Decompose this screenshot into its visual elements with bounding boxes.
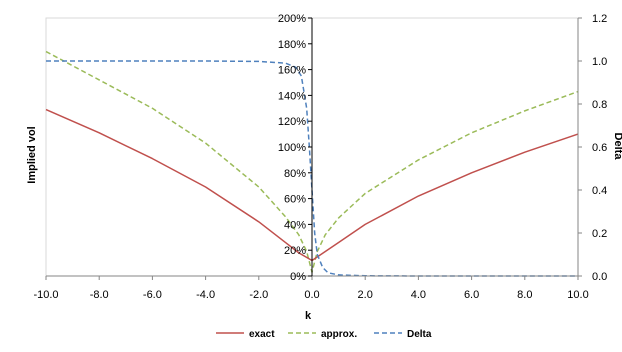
y-tick-label: 160%	[278, 65, 306, 77]
y-tick-label: 80%	[284, 168, 306, 180]
x-tick-label: 8.0	[517, 289, 532, 301]
x-tick-label: -6.0	[143, 289, 162, 301]
x-tick-label: 4.0	[411, 289, 426, 301]
x-tick-label: -4.0	[196, 289, 215, 301]
y2-tick-label: 0.6	[592, 142, 607, 154]
x-tick-label: 2.0	[358, 289, 373, 301]
y-tick-label: 140%	[278, 90, 306, 102]
x-tick-label: 10.0	[567, 289, 588, 301]
legend-label: exact	[249, 329, 275, 340]
y-tick-label: 180%	[278, 39, 306, 51]
x-tick-label: -10.0	[33, 289, 58, 301]
y2-axis-title: Delta	[612, 133, 622, 161]
y-tick-label: 100%	[278, 142, 306, 154]
y-tick-label: 0%	[290, 271, 306, 283]
y-tick-label: 120%	[278, 116, 306, 128]
legend-label: Delta	[407, 329, 432, 340]
y2-tick-label: 0.2	[592, 228, 607, 240]
y2-tick-label: 0.0	[592, 271, 607, 283]
y2-tick-label: 1.0	[592, 56, 607, 68]
y-tick-label: 200%	[278, 13, 306, 25]
legend: exact approx. Delta	[216, 329, 432, 340]
x-tick-label: 6.0	[464, 289, 479, 301]
ticks-layer: -10.0 -8.0 -6.0 -4.0 -2.0 0.0 2.0 4.0 6.0 8.0 10.0…	[33, 13, 607, 301]
series-line-delta	[46, 60, 578, 277]
x-axis-title: k	[305, 310, 312, 322]
y2-tick-label: 0.4	[592, 185, 607, 197]
y2-tick-label: 0.8	[592, 99, 607, 111]
y2-tick-label: 1.2	[592, 13, 607, 25]
y-axis-title: Implied vol	[26, 126, 38, 183]
x-tick-label: 0.0	[304, 289, 319, 301]
x-tick-label: -2.0	[249, 289, 268, 301]
legend-label: approx.	[321, 329, 357, 340]
y-tick-label: 20%	[284, 245, 306, 257]
y-tick-label: 40%	[284, 219, 306, 231]
y-tick-label: 60%	[284, 194, 306, 206]
x-tick-label: -8.0	[90, 289, 109, 301]
